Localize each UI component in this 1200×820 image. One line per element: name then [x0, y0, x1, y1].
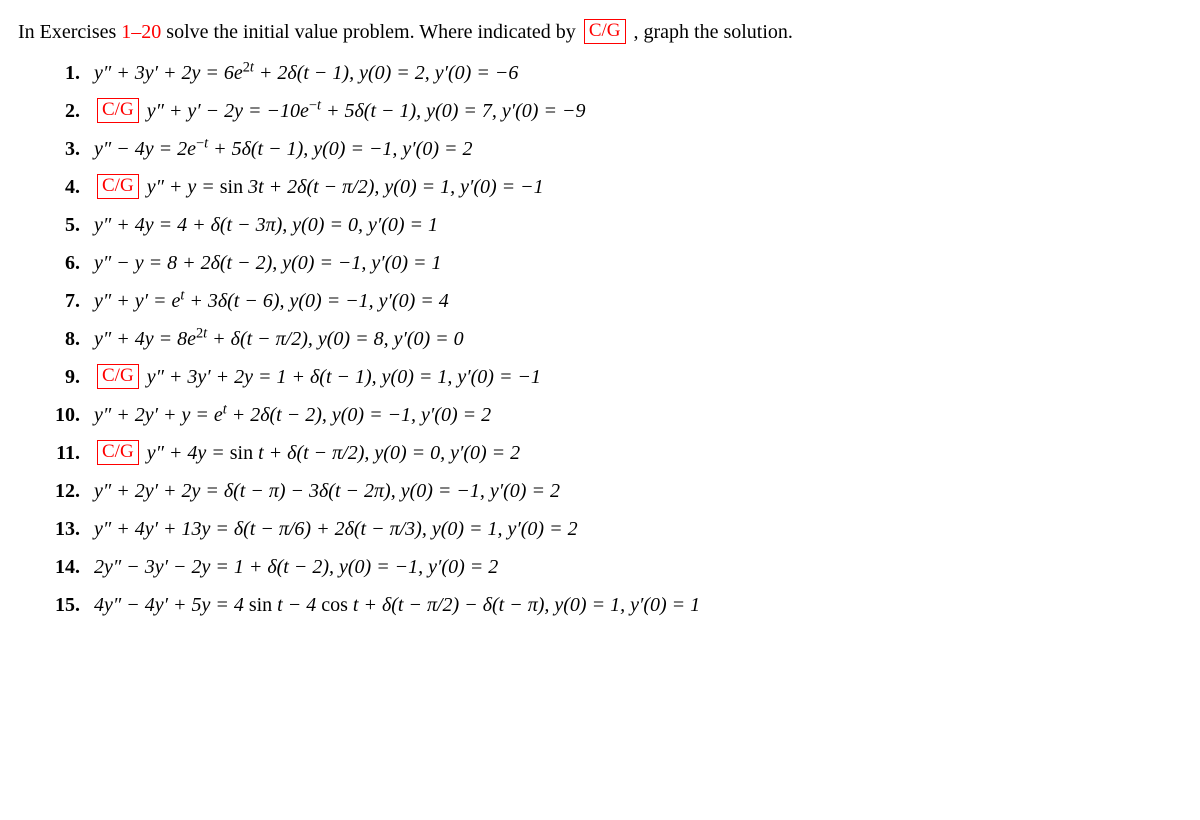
exercise-equation: y″ + y = sin 3t + 2δ(t − π/2), y(0) = 1,… — [147, 176, 544, 198]
exercise-number: 11. — [46, 439, 94, 468]
exercise-body: y″ + 4y = 8e2t + δ(t − π/2), y(0) = 8, y… — [94, 325, 1182, 354]
exercise-number: 15. — [46, 591, 94, 620]
exercise-item: 13.y″ + 4y′ + 13y = δ(t − π/6) + 2δ(t − … — [46, 515, 1182, 544]
exercise-equation: y″ + y′ = et + 3δ(t − 6), y(0) = −1, y′(… — [94, 290, 449, 312]
exercise-equation: y″ + 4y = 4 + δ(t − 3π), y(0) = 0, y′(0)… — [94, 214, 438, 236]
exercise-equation: y″ + 4y = sin t + δ(t − π/2), y(0) = 0, … — [147, 442, 520, 464]
exercise-body: y″ + 4y′ + 13y = δ(t − π/6) + 2δ(t − π/3… — [94, 515, 1182, 544]
exercise-number: 6. — [46, 249, 94, 278]
exercise-item: 7.y″ + y′ = et + 3δ(t − 6), y(0) = −1, y… — [46, 287, 1182, 316]
exercise-number: 8. — [46, 325, 94, 354]
exercise-range: 1–20 — [121, 21, 161, 43]
cg-tag: C/G — [97, 364, 139, 389]
exercise-item: 14.2y″ − 3y′ − 2y = 1 + δ(t − 2), y(0) =… — [46, 553, 1182, 582]
exercise-equation: 4y″ − 4y′ + 5y = 4 sin t − 4 cos t + δ(t… — [94, 594, 700, 616]
exercise-item: 12.y″ + 2y′ + 2y = δ(t − π) − 3δ(t − 2π)… — [46, 477, 1182, 506]
intro-mid: solve the initial value problem. Where i… — [161, 21, 581, 43]
exercise-body: C/G y″ + y = sin 3t + 2δ(t − π/2), y(0) … — [94, 173, 1182, 202]
exercise-number: 9. — [46, 363, 94, 392]
cg-tag: C/G — [97, 440, 139, 465]
exercise-item: 15.4y″ − 4y′ + 5y = 4 sin t − 4 cos t + … — [46, 591, 1182, 620]
exercise-equation: y″ + 2y′ + 2y = δ(t − π) − 3δ(t − 2π), y… — [94, 480, 560, 502]
exercise-number: 13. — [46, 515, 94, 544]
intro-suffix: , graph the solution. — [629, 21, 793, 43]
exercise-equation: y″ + 3y′ + 2y = 6e2t + 2δ(t − 1), y(0) =… — [94, 62, 518, 84]
exercise-item: 2.C/G y″ + y′ − 2y = −10e−t + 5δ(t − 1),… — [46, 97, 1182, 126]
exercise-equation: 2y″ − 3y′ − 2y = 1 + δ(t − 2), y(0) = −1… — [94, 556, 498, 578]
exercise-body: y″ − y = 8 + 2δ(t − 2), y(0) = −1, y′(0)… — [94, 249, 1182, 278]
cg-tag: C/G — [97, 98, 139, 123]
exercise-item: 8.y″ + 4y = 8e2t + δ(t − π/2), y(0) = 8,… — [46, 325, 1182, 354]
exercise-body: y″ − 4y = 2e−t + 5δ(t − 1), y(0) = −1, y… — [94, 135, 1182, 164]
exercise-item: 4.C/G y″ + y = sin 3t + 2δ(t − π/2), y(0… — [46, 173, 1182, 202]
exercise-body: y″ + 2y′ + 2y = δ(t − π) − 3δ(t − 2π), y… — [94, 477, 1182, 506]
exercise-item: 9.C/G y″ + 3y′ + 2y = 1 + δ(t − 1), y(0)… — [46, 363, 1182, 392]
exercise-equation: y″ − y = 8 + 2δ(t − 2), y(0) = −1, y′(0)… — [94, 252, 442, 274]
exercise-item: 1.y″ + 3y′ + 2y = 6e2t + 2δ(t − 1), y(0)… — [46, 59, 1182, 88]
exercise-body: 4y″ − 4y′ + 5y = 4 sin t − 4 cos t + δ(t… — [94, 591, 1182, 620]
exercise-equation: y″ + y′ − 2y = −10e−t + 5δ(t − 1), y(0) … — [147, 100, 586, 122]
exercise-number: 2. — [46, 97, 94, 126]
cg-tag: C/G — [97, 174, 139, 199]
exercise-number: 12. — [46, 477, 94, 506]
exercise-body: y″ + y′ = et + 3δ(t − 6), y(0) = −1, y′(… — [94, 287, 1182, 316]
cg-indicator: C/G — [584, 19, 626, 44]
exercise-number: 4. — [46, 173, 94, 202]
instructions: In Exercises 1–20 solve the initial valu… — [18, 18, 1182, 47]
exercise-number: 5. — [46, 211, 94, 240]
exercise-equation: y″ + 4y′ + 13y = δ(t − π/6) + 2δ(t − π/3… — [94, 518, 578, 540]
exercise-body: 2y″ − 3y′ − 2y = 1 + δ(t − 2), y(0) = −1… — [94, 553, 1182, 582]
exercise-equation: y″ − 4y = 2e−t + 5δ(t − 1), y(0) = −1, y… — [94, 138, 473, 160]
exercise-item: 5.y″ + 4y = 4 + δ(t − 3π), y(0) = 0, y′(… — [46, 211, 1182, 240]
exercise-item: 11.C/G y″ + 4y = sin t + δ(t − π/2), y(0… — [46, 439, 1182, 468]
exercise-number: 7. — [46, 287, 94, 316]
exercise-body: C/G y″ + 3y′ + 2y = 1 + δ(t − 1), y(0) =… — [94, 363, 1182, 392]
exercise-body: C/G y″ + y′ − 2y = −10e−t + 5δ(t − 1), y… — [94, 97, 1182, 126]
exercise-number: 14. — [46, 553, 94, 582]
exercise-body: y″ + 2y′ + y = et + 2δ(t − 2), y(0) = −1… — [94, 401, 1182, 430]
exercise-body: y″ + 4y = 4 + δ(t − 3π), y(0) = 0, y′(0)… — [94, 211, 1182, 240]
exercise-body: y″ + 3y′ + 2y = 6e2t + 2δ(t − 1), y(0) =… — [94, 59, 1182, 88]
exercise-item: 6.y″ − y = 8 + 2δ(t − 2), y(0) = −1, y′(… — [46, 249, 1182, 278]
exercise-body: C/G y″ + 4y = sin t + δ(t − π/2), y(0) =… — [94, 439, 1182, 468]
exercise-number: 1. — [46, 59, 94, 88]
exercise-list: 1.y″ + 3y′ + 2y = 6e2t + 2δ(t − 1), y(0)… — [18, 59, 1182, 620]
exercise-item: 10.y″ + 2y′ + y = et + 2δ(t − 2), y(0) =… — [46, 401, 1182, 430]
intro-prefix: In Exercises — [18, 21, 121, 43]
exercise-number: 3. — [46, 135, 94, 164]
exercise-item: 3.y″ − 4y = 2e−t + 5δ(t − 1), y(0) = −1,… — [46, 135, 1182, 164]
exercise-equation: y″ + 2y′ + y = et + 2δ(t − 2), y(0) = −1… — [94, 404, 491, 426]
exercise-equation: y″ + 3y′ + 2y = 1 + δ(t − 1), y(0) = 1, … — [147, 366, 541, 388]
exercise-equation: y″ + 4y = 8e2t + δ(t − π/2), y(0) = 8, y… — [94, 328, 464, 350]
exercise-number: 10. — [46, 401, 94, 430]
